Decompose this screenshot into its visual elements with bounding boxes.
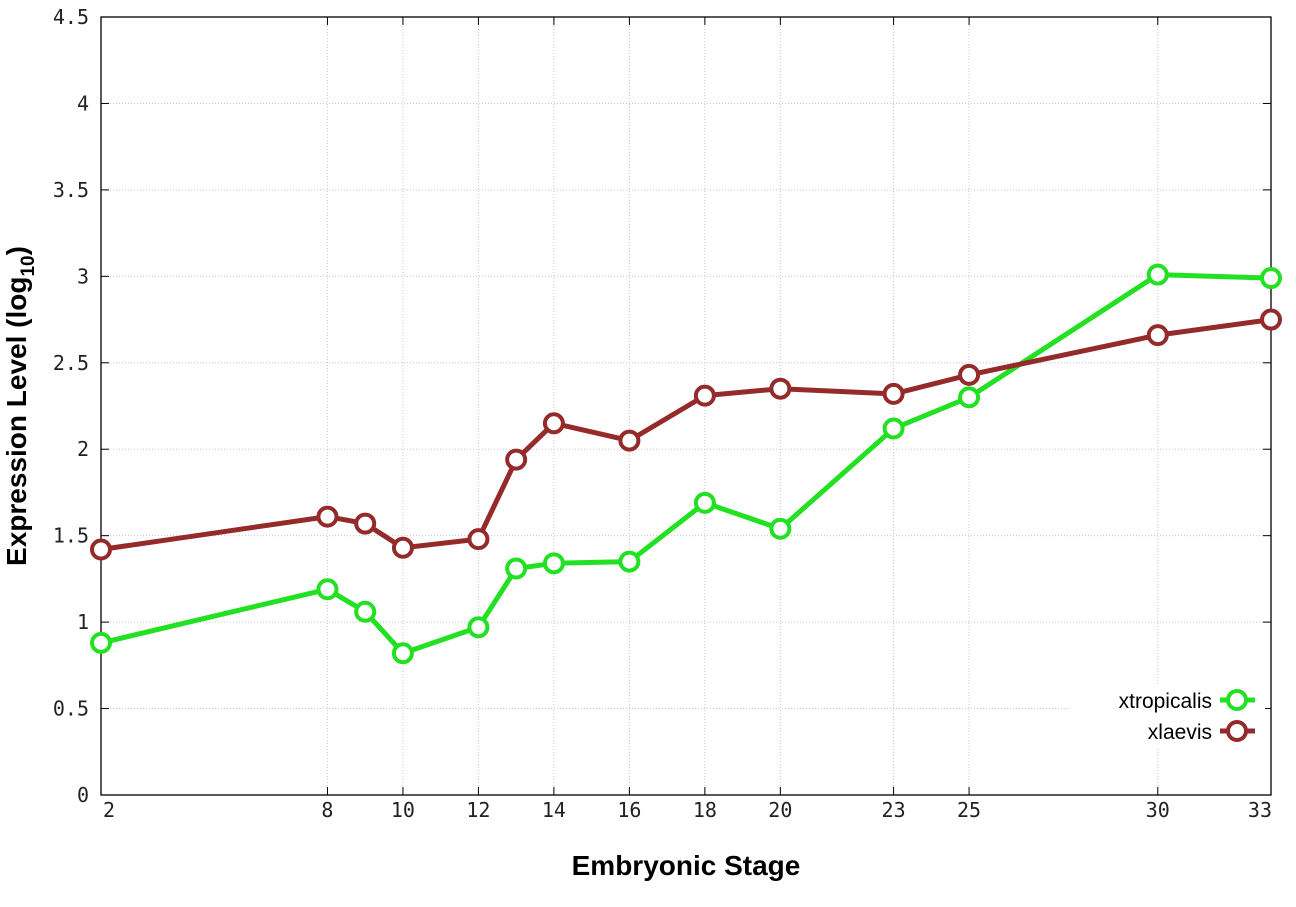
y-tick-label: 3.5	[53, 178, 89, 202]
y-tick-label: 0	[77, 783, 89, 807]
data-point-xlaevis	[1146, 324, 1169, 347]
x-tick-label: 2	[103, 798, 115, 822]
data-point-xlaevis	[882, 382, 905, 405]
data-point-xlaevis	[693, 384, 716, 407]
data-point-xtropicalis	[391, 642, 414, 665]
legend-marker-xtropicalis	[1226, 689, 1248, 711]
data-point-xlaevis	[769, 377, 792, 400]
data-point-xlaevis	[354, 512, 377, 535]
x-tick-label: 12	[466, 798, 490, 822]
data-point-xlaevis	[316, 505, 339, 528]
data-point-xtropicalis	[882, 417, 905, 440]
data-point-xtropicalis	[467, 616, 490, 639]
data-point-xtropicalis	[354, 600, 377, 623]
data-point-xtropicalis	[958, 386, 981, 409]
y-axis-title-main: Expression Level (log	[1, 277, 32, 566]
data-point-xlaevis	[467, 528, 490, 551]
x-tick-label: 8	[321, 798, 333, 822]
series-xlaevis	[90, 308, 1282, 561]
x-tick-label: 23	[882, 798, 906, 822]
data-point-xlaevis	[542, 412, 565, 435]
y-tick-label: 1.5	[53, 524, 89, 548]
data-point-xtropicalis	[90, 631, 112, 654]
series-line-xtropicalis	[100, 272, 1272, 656]
x-axis-title: Embryonic Stage	[572, 850, 801, 881]
data-point-xlaevis	[958, 363, 981, 386]
x-tick-label: 18	[693, 798, 717, 822]
data-point-xtropicalis	[693, 491, 716, 514]
x-tick-label: 10	[391, 798, 415, 822]
data-point-xtropicalis	[505, 557, 528, 580]
legend: xtropicalis xlaevis	[1070, 684, 1265, 748]
x-tick-label: 14	[542, 798, 566, 822]
y-tick-labels: 0 0.5 1 1.5 2 2.5 3 3.5 4 4.5	[53, 5, 89, 807]
data-point-xtropicalis	[618, 550, 641, 573]
legend-entry-xlaevis: xlaevis	[1148, 720, 1255, 744]
axis-ticks	[100, 16, 1272, 796]
legend-entry-xtropicalis: xtropicalis	[1119, 689, 1255, 713]
y-axis-title-subscript: 10	[18, 255, 39, 276]
x-tick-label: 30	[1146, 798, 1170, 822]
y-tick-label: 4.5	[53, 5, 89, 29]
y-tick-label: 1	[77, 610, 89, 634]
legend-label-xtropicalis: xtropicalis	[1119, 690, 1212, 713]
x-tick-labels: 2 8 10 12 14 16 18 20 23 25 30 33	[103, 798, 1272, 822]
data-point-xlaevis	[1260, 308, 1282, 331]
y-tick-label: 2	[77, 437, 89, 461]
data-point-xlaevis	[505, 448, 528, 471]
grid	[101, 17, 1271, 795]
y-tick-label: 3	[77, 264, 89, 288]
y-axis-title-end: )	[1, 246, 32, 255]
data-point-xlaevis	[90, 538, 112, 561]
y-tick-label: 2.5	[53, 351, 89, 375]
data-point-xlaevis	[618, 429, 641, 452]
series-layer	[90, 263, 1282, 665]
x-tick-label: 20	[768, 798, 792, 822]
legend-label-xlaevis: xlaevis	[1148, 721, 1212, 744]
data-point-xtropicalis	[542, 552, 565, 575]
legend-marker-xlaevis	[1226, 720, 1248, 742]
data-point-xtropicalis	[769, 517, 792, 540]
y-tick-label: 0.5	[53, 697, 89, 721]
data-point-xlaevis	[391, 536, 414, 559]
x-tick-label: 16	[617, 798, 641, 822]
y-axis-title: Expression Level (log10)	[1, 246, 39, 566]
data-point-xtropicalis	[1146, 263, 1169, 286]
data-point-xtropicalis	[1260, 267, 1282, 290]
x-tick-label: 33	[1248, 798, 1272, 822]
series-xtropicalis	[90, 263, 1282, 665]
plot-frame	[100, 16, 1272, 796]
y-tick-label: 4	[77, 91, 89, 115]
data-point-xtropicalis	[316, 578, 339, 601]
x-tick-label: 25	[957, 798, 981, 822]
